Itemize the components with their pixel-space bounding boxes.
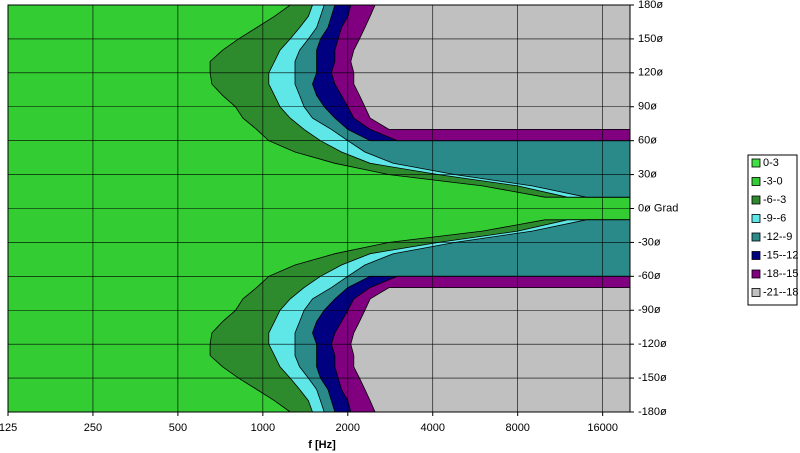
x-tick-label: 250 — [84, 422, 102, 434]
y-tick-label: -150ø — [638, 372, 667, 384]
y-tick-label: 150ø — [638, 33, 663, 45]
legend-swatch — [751, 251, 761, 260]
x-tick-label: 4000 — [421, 422, 445, 434]
legend-label: -21--18 — [763, 286, 798, 298]
legend-label: -6--3 — [763, 194, 786, 206]
legend-label: -18--15 — [763, 268, 798, 280]
legend-label: -3-0 — [763, 175, 783, 187]
plot-frame — [7, 4, 631, 413]
legend-label: -9--6 — [763, 212, 786, 224]
y-tick-label: 0ø Grad — [638, 202, 678, 214]
y-tick-label: -120ø — [638, 338, 667, 350]
y-tick-label: -90ø — [638, 304, 661, 316]
y-tick-label: 90ø — [638, 101, 657, 113]
legend-label: 0-3 — [763, 157, 779, 169]
y-tick-label: -180ø — [638, 406, 667, 418]
y-tick-label: 30ø — [638, 168, 657, 180]
x-tick-label: 1000 — [251, 422, 275, 434]
x-axis-label: f [Hz] — [308, 439, 336, 451]
legend-label: -12--9 — [763, 231, 792, 243]
legend-swatch — [751, 288, 761, 297]
x-tick-label: 16000 — [587, 422, 618, 434]
legend-swatch — [751, 232, 761, 242]
x-tick-label: 2000 — [336, 422, 360, 434]
contour-region — [350, 287, 631, 413]
legend-swatch — [751, 158, 761, 168]
x-tick-label: 500 — [169, 422, 187, 434]
legend-swatch — [751, 269, 761, 279]
y-tick-label: -30ø — [638, 236, 661, 248]
legend-label: -15--12 — [763, 249, 798, 261]
y-tick-label: -60ø — [638, 270, 661, 282]
legend-swatch — [751, 177, 761, 186]
contour-region — [350, 4, 631, 130]
legend-swatch — [751, 195, 761, 205]
y-tick-label: 60ø — [638, 135, 657, 147]
x-tick-label: 125 — [0, 422, 17, 434]
y-tick-label: 120ø — [638, 67, 663, 79]
legend-swatch — [751, 214, 761, 223]
y-tick-label: 180ø — [638, 0, 663, 11]
x-tick-label: 8000 — [505, 422, 529, 434]
